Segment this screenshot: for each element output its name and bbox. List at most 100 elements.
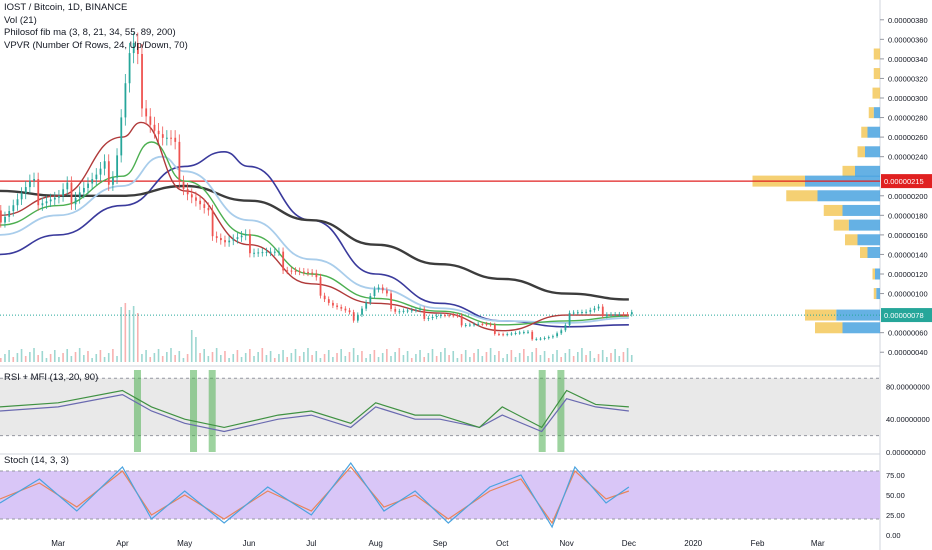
volume-bar [489, 348, 492, 362]
candle-body [547, 337, 550, 339]
volume-bar [157, 349, 160, 362]
candle-body [311, 272, 314, 274]
candle-body [149, 116, 152, 125]
candle-body [153, 124, 156, 131]
vpvr-down-bar [868, 107, 874, 119]
candle-body [95, 174, 98, 180]
candle-body [257, 252, 260, 254]
vpvr-up-bar [848, 219, 880, 231]
candle-body [66, 182, 69, 190]
volume-bar [315, 351, 318, 362]
time-axis-label: Jul [306, 539, 316, 548]
indicator-vol[interactable]: Vol (21) [4, 14, 37, 26]
volume-bar [53, 350, 56, 362]
volume-bar [373, 350, 376, 362]
candle-body [215, 236, 218, 239]
volume-bar [386, 349, 388, 362]
volume-bar [120, 307, 122, 362]
time-axis-label: Dec [622, 539, 636, 548]
candle-body [286, 270, 289, 272]
volume-bar [564, 353, 567, 362]
price-tick-label: 0.00000180 [888, 211, 928, 220]
candle-body [0, 210, 2, 223]
time-axis-label: Feb [751, 539, 765, 548]
vpvr-down-bar [815, 322, 843, 334]
vpvr-down-bar [805, 309, 837, 321]
rsi-pane-title[interactable]: RSI + MFI (13, 20, 90) [4, 372, 99, 383]
volume-bar [556, 350, 558, 362]
ma-200-line [0, 184, 629, 301]
volume-bar [356, 355, 359, 362]
volume-bar [348, 352, 351, 362]
indicator-vpvr[interactable]: VPVR (Number Of Rows, 24, Up/Down, 70) [4, 39, 188, 51]
candle-body [103, 161, 106, 169]
candle-body [190, 194, 193, 198]
indicator-fib-ma[interactable]: Philosof fib ma (3, 8, 21, 34, 55, 89, 2… [4, 27, 176, 38]
ma-55-line [0, 155, 629, 324]
price-tick-label: 0.00000060 [888, 329, 928, 338]
volume-bar [589, 351, 592, 362]
volume-bar [535, 348, 538, 362]
candle-body [166, 137, 168, 139]
rsi-signal-zone [208, 370, 216, 452]
price-tick-label: 0.00000240 [888, 153, 928, 162]
candle-body [593, 308, 596, 311]
candle-body [431, 316, 434, 318]
volume-bar [290, 353, 293, 362]
vpvr-down-bar [861, 126, 868, 138]
volume-bar [244, 353, 247, 362]
volume-bar [406, 351, 409, 362]
volume-bar [502, 358, 504, 362]
candle-body [62, 189, 65, 196]
rsi-signal-zone [538, 370, 546, 452]
candle-body [211, 210, 214, 237]
stoch-pane-title[interactable]: Stoch (14, 3, 3) [4, 455, 69, 466]
candle-body [427, 317, 430, 319]
candle-body [261, 252, 264, 254]
candle-body [74, 197, 77, 205]
stoch-d-line [0, 466, 630, 525]
vpvr-up-bar [867, 126, 880, 138]
candle-body [626, 314, 629, 316]
volume-bar [211, 352, 214, 362]
candle-body [37, 179, 40, 206]
price-tick-label: 0.00000360 [888, 35, 928, 44]
candle-body [195, 197, 197, 201]
candle-body [394, 308, 397, 312]
candle-body [41, 203, 44, 206]
time-axis-label: Sep [433, 539, 448, 548]
volume-bar [99, 350, 102, 362]
volume-bar [469, 357, 471, 362]
volume-bar [236, 350, 239, 362]
candle-body [315, 273, 318, 278]
candle-body [410, 310, 413, 312]
price-tick-label: 0.00000100 [888, 290, 928, 299]
time-axis-label: Mar [811, 539, 825, 548]
volume-bar [585, 355, 587, 362]
rsi-signal-zone [190, 370, 198, 452]
volume-bar [282, 350, 284, 362]
candle-body [481, 323, 484, 325]
symbol-title[interactable]: IOST / Bitcoin, 1D, BINANCE [4, 2, 128, 13]
vpvr-down-bar [786, 190, 818, 202]
candle-body [560, 330, 563, 334]
candle-body [589, 310, 592, 312]
time-axis-label: Jun [243, 539, 256, 548]
candle-body [199, 200, 202, 205]
candle-body [498, 333, 500, 335]
candle-body [282, 251, 285, 271]
candle-body [523, 332, 525, 334]
candle-body [87, 183, 89, 188]
volume-bar [12, 357, 15, 362]
candle-body [365, 302, 368, 309]
volume-bar [568, 349, 571, 362]
price-tick-label: 0.00000040 [888, 348, 928, 357]
volume-bar [614, 349, 616, 362]
candle-body [49, 199, 52, 202]
volume-bar [170, 348, 172, 362]
volume-bar [116, 356, 118, 362]
vpvr-up-bar [867, 246, 880, 258]
candle-body [539, 338, 542, 340]
volume-bar [132, 306, 135, 362]
candle-body [543, 338, 546, 340]
